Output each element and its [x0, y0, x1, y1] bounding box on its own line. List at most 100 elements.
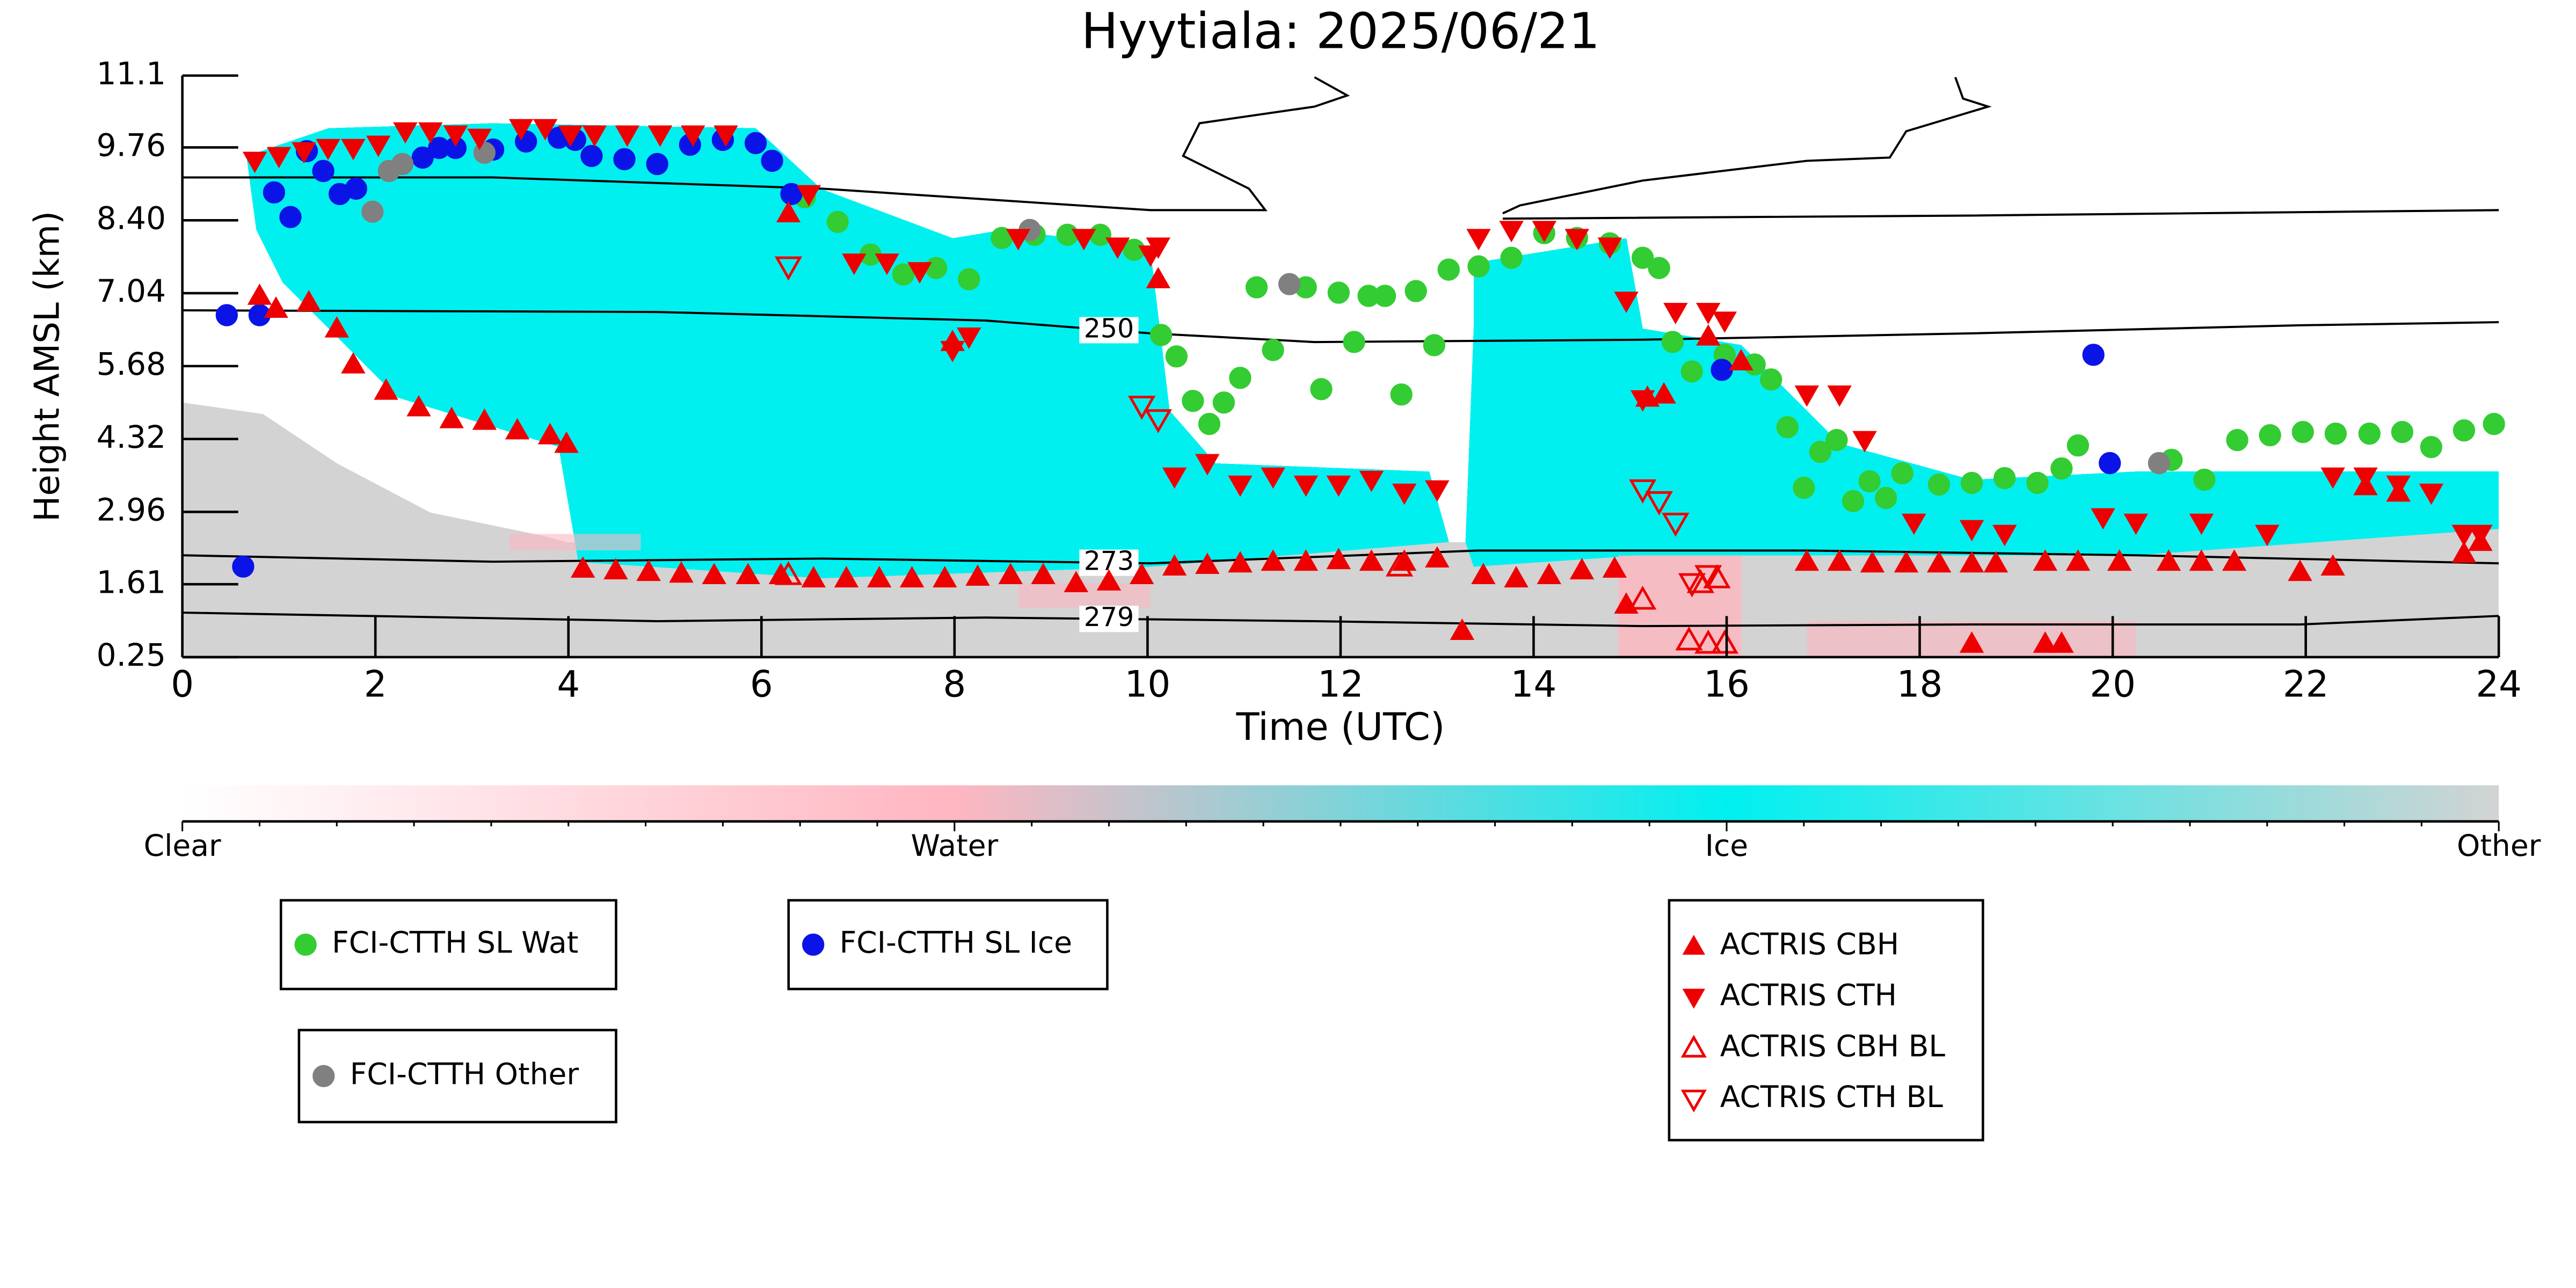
- data-point: [1651, 382, 1676, 404]
- data-point: [1569, 558, 1595, 580]
- data-point: [1149, 324, 1173, 346]
- x-tick-label: 24: [2476, 664, 2522, 705]
- data-point: [1809, 440, 1832, 463]
- data-point: [702, 563, 726, 584]
- data-point: [1628, 585, 1657, 610]
- legend-marker: [1682, 935, 1706, 955]
- data-point: [247, 283, 272, 305]
- legend-marker: [312, 1065, 335, 1087]
- data-point: [418, 122, 443, 144]
- data-point: [1825, 428, 1848, 452]
- data-point: [761, 149, 783, 172]
- data-point: [1532, 221, 1557, 243]
- data-point: [2156, 549, 2181, 571]
- data-point: [1195, 552, 1220, 574]
- data-point: [1959, 520, 1984, 542]
- data-point: [2099, 452, 2121, 475]
- data-point: [998, 563, 1023, 584]
- data-point: [744, 132, 767, 155]
- data-point: [1129, 563, 1154, 584]
- legend-box: [1668, 899, 1984, 1141]
- data-point: [1860, 551, 1885, 573]
- contour-label-bg: [1079, 317, 1139, 344]
- colorbar: [182, 785, 2499, 821]
- legend-marker: [1682, 988, 1706, 1009]
- data-point: [1500, 246, 1523, 269]
- data-point: [558, 125, 583, 147]
- data-point: [669, 561, 694, 583]
- data-point: [2291, 421, 2314, 443]
- data-point: [2324, 423, 2347, 445]
- data-point: [1694, 565, 1722, 590]
- data-point: [776, 201, 801, 223]
- data-point: [439, 406, 464, 428]
- colorbar-label: Ice: [1705, 828, 1748, 863]
- data-point: [1405, 280, 1427, 302]
- data-point: [1663, 303, 1688, 325]
- data-point: [1680, 360, 1703, 383]
- water-region: [509, 534, 641, 551]
- data-point: [636, 559, 661, 581]
- data-point: [533, 119, 558, 141]
- data-point: [907, 262, 932, 284]
- data-point: [714, 125, 738, 147]
- data-point: [1499, 221, 1524, 243]
- data-point: [1794, 385, 1820, 407]
- y-tick-label: 9.76: [97, 127, 166, 164]
- data-point: [736, 563, 760, 584]
- data-point: [1343, 331, 1365, 353]
- data-point: [1793, 476, 1815, 499]
- data-point: [1662, 513, 1690, 537]
- data-point: [2288, 559, 2312, 581]
- data-point: [266, 147, 292, 169]
- x-tick-label: 16: [1704, 664, 1750, 705]
- data-point: [1959, 631, 1984, 653]
- data-point: [1858, 470, 1881, 493]
- data-point: [1385, 552, 1414, 577]
- legend-box: [279, 899, 617, 991]
- data-point: [2254, 525, 2280, 547]
- data-point: [2033, 631, 2058, 653]
- data-point: [1373, 285, 1396, 307]
- data-point: [1645, 491, 1673, 515]
- data-point: [774, 256, 803, 281]
- legend-marker: [1680, 1089, 1707, 1112]
- data-point: [312, 159, 334, 183]
- data-point: [899, 566, 925, 588]
- legend-label: FCI-CTTH Other: [350, 1057, 579, 1091]
- x-tick-label: 6: [750, 664, 773, 705]
- data-point: [933, 566, 957, 588]
- contour-line: [182, 309, 2499, 344]
- data-point: [1614, 292, 1639, 313]
- series: [361, 141, 2171, 475]
- data-point: [613, 148, 636, 171]
- x-tick-label: 22: [2283, 664, 2329, 705]
- data-point: [1064, 571, 1089, 592]
- data-point: [1425, 480, 1450, 502]
- data-point: [1597, 237, 1622, 259]
- y-tick-label: 7.04: [97, 273, 166, 309]
- data-point: [1450, 618, 1475, 641]
- data-point: [2049, 631, 2074, 653]
- legend-label: ACTRIS CBH BL: [1720, 1029, 1946, 1063]
- x-axis-title: Time (UTC): [1235, 705, 1445, 749]
- data-point: [1326, 475, 1351, 497]
- data-point: [1504, 566, 1529, 588]
- data-point: [1262, 339, 1284, 361]
- data-point: [316, 139, 340, 161]
- data-point: [1162, 467, 1187, 489]
- data-point: [1537, 563, 1561, 584]
- data-point: [279, 206, 302, 228]
- data-point: [842, 253, 867, 275]
- data-point: [2226, 428, 2248, 452]
- data-point: [1630, 390, 1655, 412]
- data-point: [1229, 367, 1251, 389]
- contour-label-bg: [1079, 606, 1139, 632]
- data-point: [2320, 554, 2345, 576]
- data-point: [508, 119, 534, 141]
- data-point: [324, 316, 350, 338]
- data-point: [1874, 486, 1897, 510]
- data-point: [472, 408, 497, 430]
- data-point: [2358, 423, 2381, 445]
